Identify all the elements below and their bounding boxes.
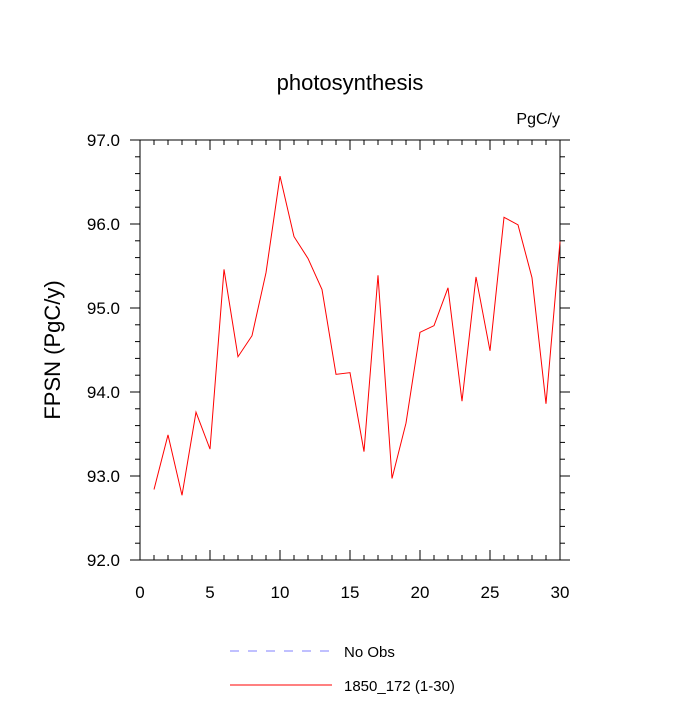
units-label: PgC/y — [516, 111, 560, 128]
y-tick-label: 96.0 — [87, 215, 120, 234]
x-tick-label: 15 — [341, 583, 360, 602]
y-tick-label: 93.0 — [87, 467, 120, 486]
x-tick-label: 0 — [135, 583, 144, 602]
plot-frame — [139, 139, 561, 561]
y-tick-label: 92.0 — [87, 551, 120, 570]
axis-tick-labels: 0 5 10 15 20 25 30 92.0 93.0 94.0 95.0 96.0 97.0 — [87, 131, 570, 602]
axis-ticks — [130, 139, 570, 561]
x-tick-label: 10 — [271, 583, 290, 602]
legend: No Obs 1850_172 (1-30) — [230, 644, 455, 695]
legend-label: No Obs — [344, 644, 395, 661]
x-tick-label: 30 — [551, 583, 570, 602]
y-axis-label: FPSN (PgC/y) — [40, 280, 65, 419]
series-line — [153, 176, 561, 496]
x-tick-label: 20 — [411, 583, 430, 602]
y-tick-label: 95.0 — [87, 299, 120, 318]
chart-title: photosynthesis — [277, 70, 424, 95]
y-tick-label: 97.0 — [87, 131, 120, 150]
x-tick-label: 5 — [205, 583, 214, 602]
x-tick-label: 25 — [481, 583, 500, 602]
series-lines — [153, 176, 561, 496]
y-tick-label: 94.0 — [87, 383, 120, 402]
legend-label: 1850_172 (1-30) — [344, 678, 455, 695]
